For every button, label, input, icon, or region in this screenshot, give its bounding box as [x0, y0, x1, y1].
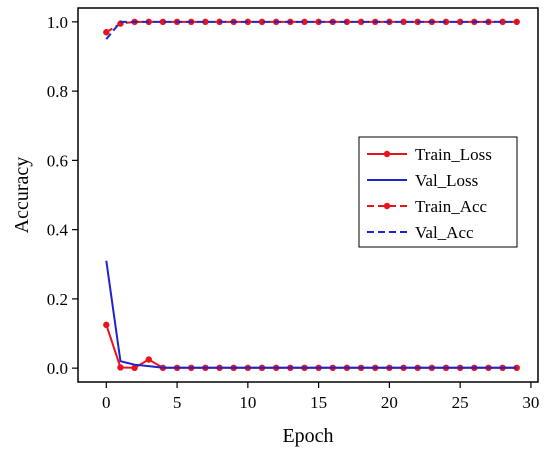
plot-border: [77, 7, 539, 383]
legend: Train_Loss Val_Loss Train_Acc Val_Acc: [358, 136, 518, 248]
series-line-train-loss: [105, 324, 517, 369]
data-point-train-loss: [145, 356, 152, 363]
data-point-train-acc: [258, 18, 266, 26]
x-axis-title: Epoch: [282, 425, 333, 447]
data-point-train-acc: [159, 18, 167, 26]
y-tick-label: 1.0: [47, 13, 68, 32]
legend-label-val-loss: Val_Loss: [415, 171, 478, 190]
x-tick-label: 5: [173, 393, 182, 412]
x-tick-label: 15: [310, 393, 327, 412]
x-tick-label: 10: [239, 393, 256, 412]
series-line-val-acc: [105, 20, 517, 40]
data-point-train-acc: [400, 18, 407, 26]
series-layer: [103, 18, 520, 372]
data-point-train-acc: [357, 18, 365, 26]
data-point-train-loss: [131, 364, 138, 372]
series-line-train-acc: [105, 20, 517, 34]
legend-marker-train-loss: [383, 150, 391, 158]
data-point-train-acc: [499, 18, 506, 26]
legend-label-val-acc: Val_Acc: [415, 223, 474, 242]
y-tick-label: 0.6: [47, 151, 68, 170]
plot-frame: [77, 7, 539, 383]
legend-marker-train-acc: [383, 202, 391, 210]
data-point-train-loss: [117, 364, 124, 371]
data-point-train-loss: [103, 321, 110, 329]
data-point-train-acc: [202, 18, 209, 26]
x-tick-label: 20: [381, 393, 398, 412]
data-point-train-acc: [103, 29, 110, 36]
legend-label-train-loss: Train_Loss: [415, 145, 492, 164]
y-axis-title: Accuracy: [11, 157, 33, 234]
x-tick-label: 25: [452, 393, 469, 412]
data-point-train-acc: [301, 18, 308, 26]
legend-label-train-acc: Train_Acc: [415, 197, 488, 216]
x-tick-label: 30: [522, 393, 539, 412]
y-tick-label: 0.4: [47, 221, 69, 240]
x-axis: 0 5 10 15 20 25 30: [102, 382, 539, 412]
series-line-val-loss: [105, 260, 517, 369]
data-point-train-acc: [456, 18, 464, 26]
y-tick-label: 0.8: [47, 82, 68, 101]
y-axis: 0.0 0.2 0.4 0.6 0.8 1.0: [47, 13, 78, 378]
x-tick-label: 0: [102, 393, 111, 412]
y-tick-label: 0.0: [47, 359, 68, 378]
y-tick-label: 0.2: [47, 290, 68, 309]
